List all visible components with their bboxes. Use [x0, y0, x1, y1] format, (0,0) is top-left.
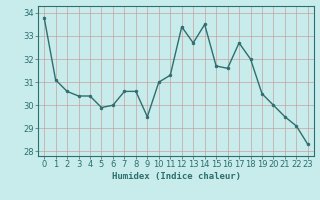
X-axis label: Humidex (Indice chaleur): Humidex (Indice chaleur): [111, 172, 241, 181]
